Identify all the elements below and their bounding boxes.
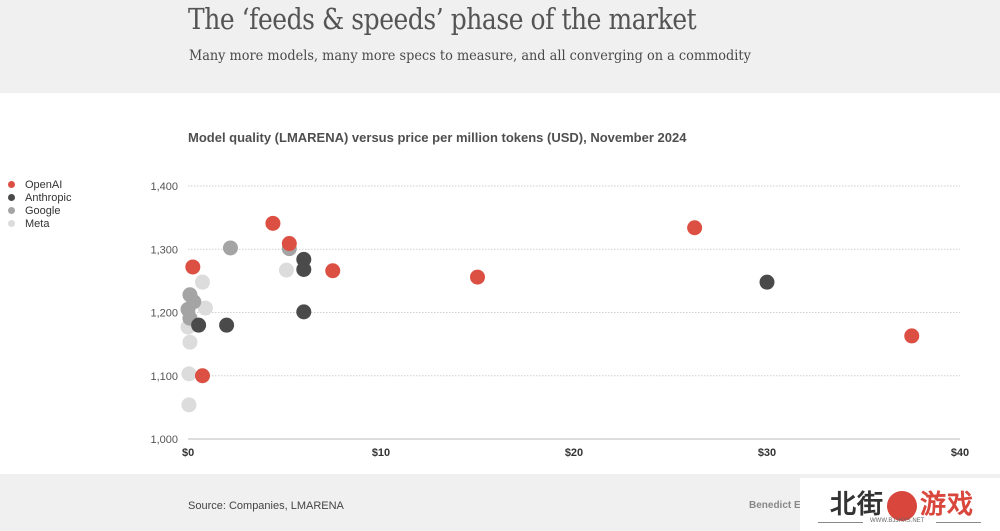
data-point-anthropic — [219, 317, 235, 333]
y-tick-label: 1,200 — [150, 308, 178, 320]
data-point-openai — [325, 263, 341, 279]
google-dot-icon — [8, 207, 15, 214]
legend-item-meta: Meta — [8, 217, 71, 230]
legend-item-anthropic: Anthropic — [8, 191, 71, 204]
data-point-anthropic — [296, 261, 312, 277]
data-points — [180, 215, 920, 413]
x-tick-label: $10 — [372, 447, 390, 459]
data-point-meta — [194, 274, 210, 290]
legend-label: Meta — [25, 217, 50, 230]
legend-item-google: Google — [8, 204, 71, 217]
legend-label: Anthropic — [25, 191, 72, 204]
author-credit: Benedict E — [749, 500, 801, 511]
data-point-meta — [197, 300, 213, 316]
y-tick-label: 1,100 — [150, 371, 178, 383]
x-tick-label: $30 — [758, 447, 776, 459]
header-band: The ‘feeds & speeds’ phase of the market… — [0, 0, 1000, 93]
data-point-meta — [182, 334, 198, 350]
y-axis-ticks: 1,000 1,100 1,200 1,300 1,400 — [150, 181, 178, 446]
data-point-meta — [278, 262, 294, 278]
data-point-openai — [265, 215, 281, 231]
anthropic-dot-icon — [8, 194, 15, 201]
data-point-meta — [181, 397, 197, 413]
data-point-anthropic — [759, 274, 775, 290]
data-point-openai — [904, 328, 920, 344]
page-title: The ‘feeds & speeds’ phase of the market — [188, 2, 697, 36]
chart-title: Model quality (LMARENA) versus price per… — [188, 130, 687, 145]
sun-logo-icon — [887, 491, 918, 522]
legend-label: Google — [25, 204, 61, 217]
watermark-right-text: 游戏 — [920, 489, 975, 519]
x-axis-ticks: $0 $10 $20 $30 $40 — [182, 447, 969, 459]
watermark: 北街 游戏 WWW.BJJHXS.NET — [800, 478, 1000, 531]
data-point-openai — [281, 236, 297, 252]
meta-dot-icon — [8, 220, 15, 227]
legend: OpenAI Anthropic Google Meta — [8, 178, 71, 230]
data-point-openai — [687, 220, 703, 236]
data-point-openai — [194, 368, 210, 384]
watermark-rule-right — [936, 522, 981, 523]
data-point-google — [222, 240, 238, 256]
y-tick-label: 1,400 — [150, 181, 178, 193]
watermark-url: WWW.BJJHXS.NET — [870, 518, 925, 524]
source-note: Source: Companies, LMARENA — [188, 500, 344, 512]
watermark-left-text: 北街 — [830, 489, 885, 519]
data-point-anthropic — [296, 304, 312, 320]
gridlines — [188, 185, 960, 440]
data-point-meta — [181, 366, 197, 382]
watermark-logo: 北街 游戏 — [830, 484, 975, 522]
openai-dot-icon — [8, 181, 15, 188]
x-tick-label: $40 — [951, 447, 969, 459]
y-tick-label: 1,000 — [150, 434, 178, 446]
data-point-anthropic — [191, 317, 207, 333]
data-point-openai — [185, 259, 201, 275]
y-tick-label: 1,300 — [150, 244, 178, 256]
x-tick-label: $20 — [565, 447, 583, 459]
legend-item-openai: OpenAI — [8, 178, 71, 191]
page-subtitle: Many more models, many more specs to mea… — [189, 48, 751, 64]
data-point-openai — [470, 269, 485, 285]
legend-label: OpenAI — [25, 178, 63, 191]
x-tick-label: $0 — [182, 447, 194, 459]
watermark-rule-left — [818, 522, 863, 523]
